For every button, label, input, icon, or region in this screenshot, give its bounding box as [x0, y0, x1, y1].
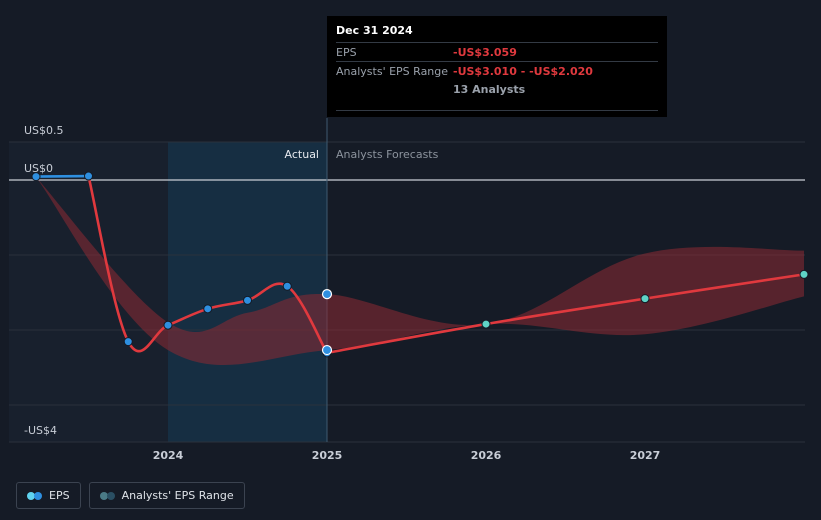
eps-legend-icon: [27, 491, 43, 500]
eps-point: [203, 304, 213, 314]
tooltip-label: [336, 83, 453, 97]
eps-point: [163, 320, 173, 330]
legend: EPS Analysts' EPS Range: [16, 482, 253, 509]
actual-label: Actual: [285, 148, 319, 161]
tooltip: Dec 31 2024 EPS -US$3.059 Analysts' EPS …: [327, 16, 667, 117]
forecast-point: [799, 269, 809, 279]
eps-range-band: [36, 177, 804, 365]
highlight-region: [168, 142, 327, 442]
forecast-point: [481, 319, 491, 329]
y-tick-label: -US$4: [24, 424, 57, 437]
forecast-point: [640, 294, 650, 304]
eps-point: [282, 281, 292, 291]
legend-eps-button[interactable]: EPS: [16, 482, 81, 509]
tooltip-label: Analysts' EPS Range: [336, 65, 449, 78]
y-tick-label: US$0.5: [24, 124, 64, 137]
range-legend-icon: [99, 491, 116, 500]
tooltip-divider: [336, 110, 658, 111]
eps-point: [123, 337, 133, 347]
legend-range-button[interactable]: Analysts' EPS Range: [88, 482, 245, 509]
legend-range-label: Analysts' EPS Range: [121, 489, 234, 502]
tooltip-date: Dec 31 2024: [336, 24, 413, 37]
tooltip-label: EPS: [336, 46, 357, 59]
range-high-point: [321, 289, 333, 300]
tooltip-value: -US$3.010 - -US$2.020: [453, 65, 593, 78]
eps-actual-line-start: [36, 174, 89, 178]
tooltip-value: -US$3.059: [453, 46, 517, 59]
tooltip-value: 13 Analysts: [453, 83, 526, 96]
x-tick-label: 2027: [630, 449, 661, 462]
tooltip-row-eps: EPS -US$3.059: [336, 42, 658, 61]
eps-point: [243, 295, 252, 305]
tooltip-row-range: Analysts' EPS Range -US$3.010 - -US$2.02…: [336, 61, 658, 80]
eps-point: [31, 172, 41, 182]
forecast-line: [326, 273, 805, 355]
tooltip-row-analysts: 13 Analysts: [336, 80, 658, 98]
range-low-point: [321, 344, 333, 356]
legend-eps-label: EPS: [49, 489, 70, 502]
forecast-label: Analysts Forecasts: [336, 148, 439, 161]
x-tick-label: 2024: [153, 449, 184, 462]
x-tick-label: 2026: [471, 449, 502, 462]
x-tick-label: 2025: [312, 449, 343, 462]
y-tick-label: US$0: [24, 162, 53, 175]
eps-point: [84, 171, 93, 181]
